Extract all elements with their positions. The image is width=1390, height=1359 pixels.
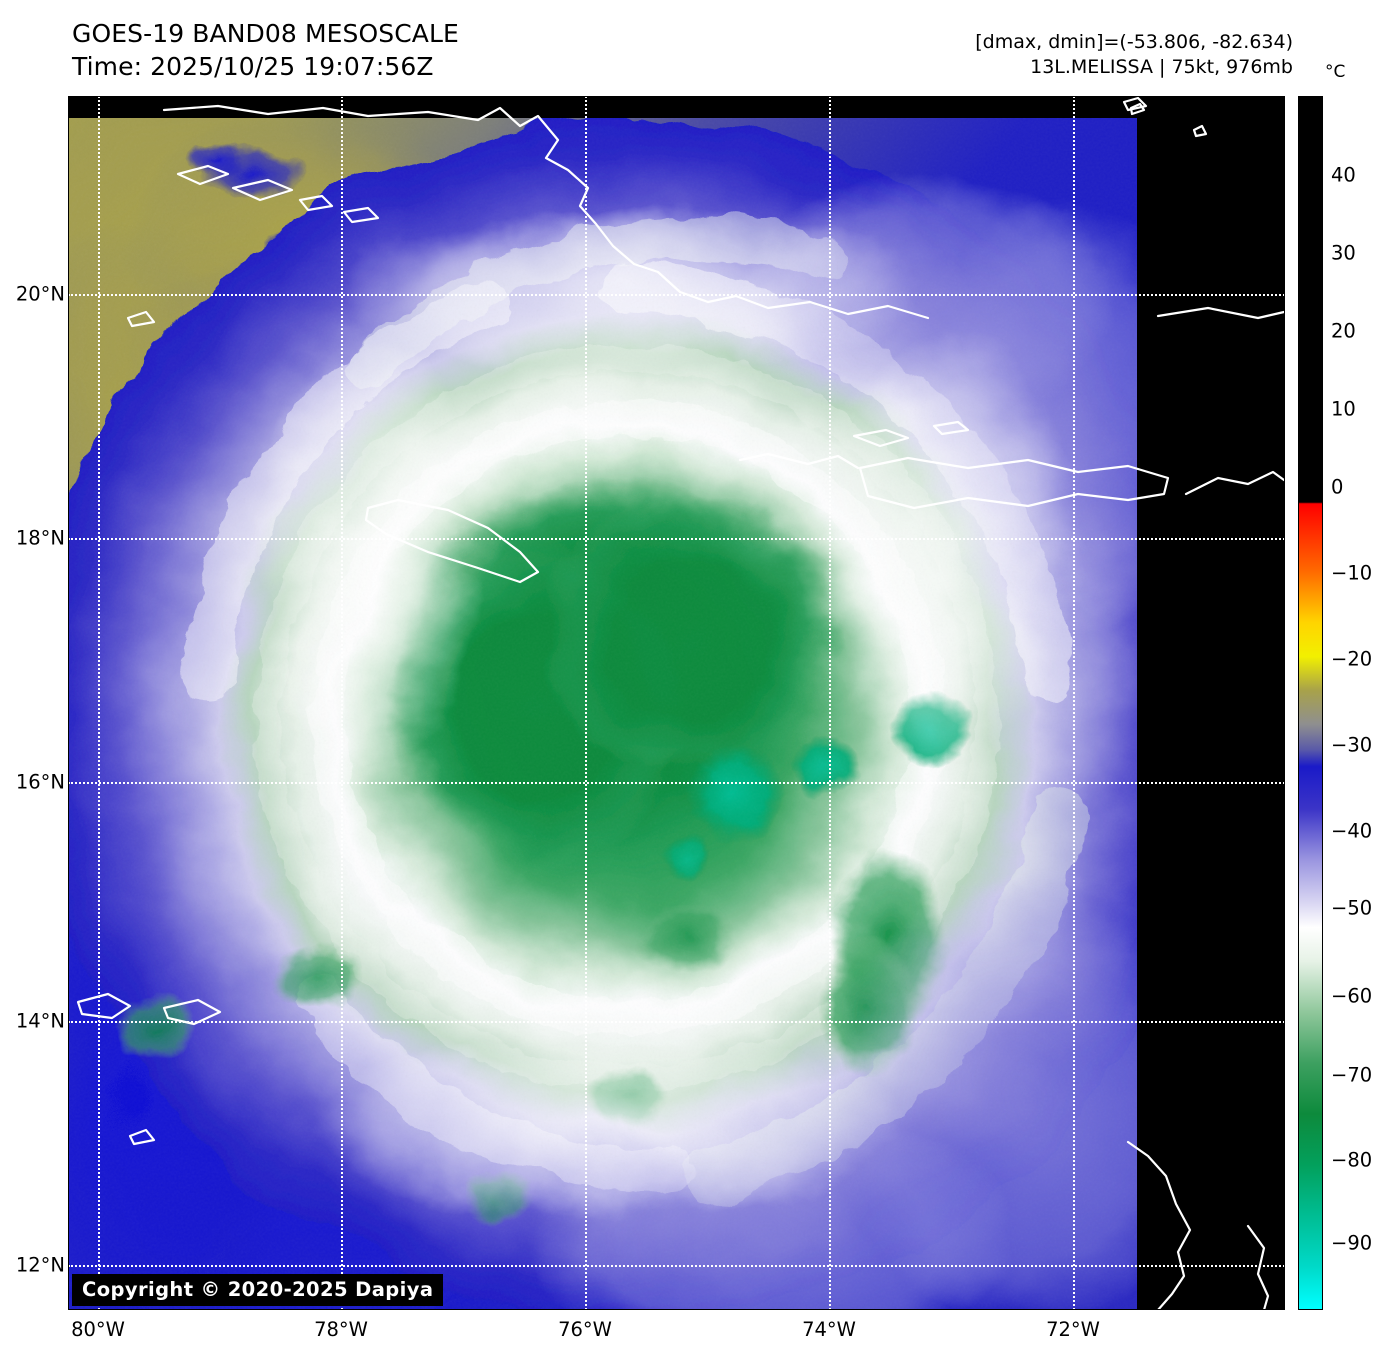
gridline-lon-80w (98, 96, 100, 1310)
colorbar-tick-label: −10 (1331, 561, 1373, 585)
colorbar-tick-label: −20 (1331, 647, 1373, 671)
page-title: GOES-19 BAND08 MESOSCALE (72, 19, 459, 48)
colorbar-tick-label: −90 (1331, 1231, 1373, 1255)
ytick-label: 12°N (15, 1253, 65, 1277)
xtick-label: 74°W (802, 1318, 856, 1341)
colorbar-tick-label: −40 (1331, 819, 1373, 843)
colorbar-tick-label: 0 (1331, 475, 1344, 499)
gridline-lon-78w (341, 96, 343, 1310)
colorbar-tick-label: 20 (1331, 319, 1356, 343)
xtick-label: 72°W (1046, 1318, 1100, 1341)
timestamp-label: Time: 2025/10/25 19:07:56Z (72, 51, 434, 81)
colorbar-tick-label: −60 (1331, 984, 1373, 1008)
gridline-lat-14n (68, 1021, 1285, 1023)
coastline-overlay (68, 96, 1285, 1310)
gridline-lat-20n (68, 294, 1285, 296)
ytick-label: 16°N (15, 770, 65, 794)
metadata-block: [dmax, dmin]=(-53.806, -82.634) 13L.MELI… (975, 30, 1293, 80)
satellite-data-swath (68, 118, 1137, 1310)
colorbar-tick-label: 40 (1331, 163, 1356, 187)
xtick-label: 80°W (71, 1318, 125, 1341)
title-block: GOES-19 BAND08 MESOSCALE Time: 2025/10/2… (72, 18, 459, 83)
colorbar-tick-label: 30 (1331, 241, 1356, 265)
storm-info-label: 13L.MELISSA | 75kt, 976mb (1030, 56, 1293, 79)
gridline-lon-76w (585, 96, 587, 1310)
data-range-label: [dmax, dmin]=(-53.806, -82.634) (975, 31, 1293, 53)
copyright-banner: Copyright © 2020-2025 Dapiya (72, 1274, 444, 1306)
colorbar-tick-label: 10 (1331, 397, 1356, 421)
gridline-lon-74w (829, 96, 831, 1310)
gridline-lon-72w (1073, 96, 1075, 1310)
colorbar-tick-label: −70 (1331, 1063, 1373, 1087)
xtick-label: 76°W (558, 1318, 612, 1341)
ytick-label: 18°N (15, 526, 65, 550)
gridline-lat-12n (68, 1265, 1285, 1267)
colorbar-tick-label: −80 (1331, 1148, 1373, 1172)
colorbar-tick-label: −50 (1331, 896, 1373, 920)
xtick-label: 78°W (314, 1318, 368, 1341)
gridline-lat-18n (68, 538, 1285, 540)
colorbar-unit-label: °C (1325, 62, 1346, 82)
satellite-image-plot: Copyright © 2020-2025 Dapiya (68, 96, 1285, 1310)
colorbar-tick-label: −30 (1331, 733, 1373, 757)
ytick-label: 20°N (15, 282, 65, 306)
colorbar (1298, 96, 1323, 1310)
ytick-label: 14°N (15, 1009, 65, 1033)
colorbar-gradient (1299, 97, 1322, 1309)
gridline-lat-16n (68, 782, 1285, 784)
